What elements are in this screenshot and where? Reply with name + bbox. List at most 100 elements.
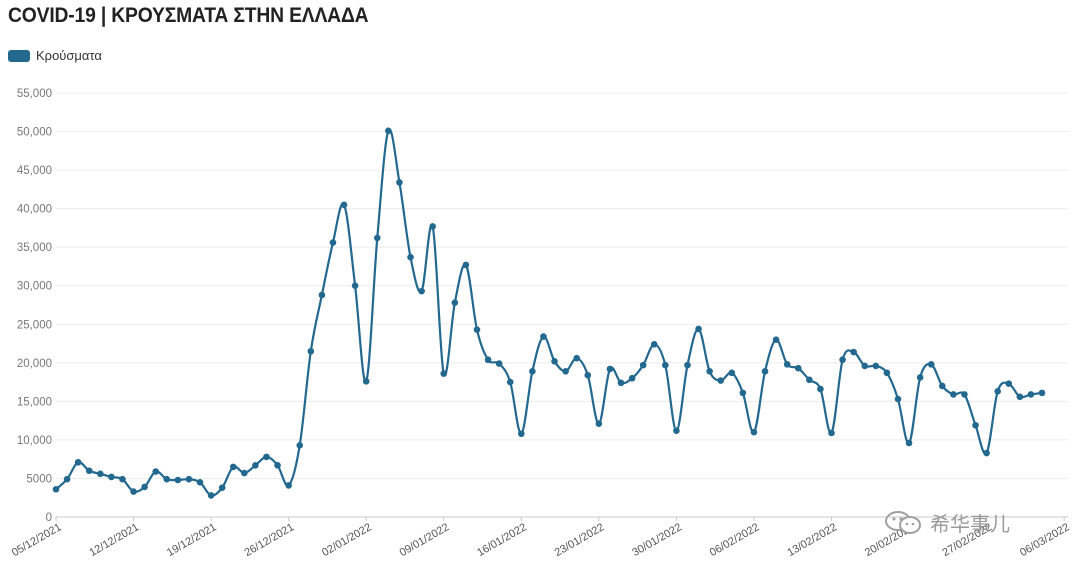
data-point: [506, 378, 514, 386]
y-tick-label: 55,000: [17, 88, 52, 100]
data-point: [828, 429, 835, 437]
data-point: [495, 360, 503, 367]
data-point: [163, 475, 171, 483]
x-tick-label: 09/01/2022: [398, 521, 452, 559]
data-point: [152, 468, 160, 475]
data-point: [905, 439, 913, 447]
data-point: [218, 484, 226, 492]
x-tick-label: 05/12/2021: [10, 521, 64, 559]
data-point: [639, 361, 647, 369]
data-point: [717, 377, 725, 384]
data-point: [473, 326, 481, 333]
wechat-icon: [885, 510, 921, 534]
data-point: [983, 449, 990, 457]
data-point: [562, 367, 569, 375]
x-tick-label: 12/12/2021: [87, 521, 141, 559]
data-point: [662, 361, 669, 369]
gridlines: [56, 92, 1068, 518]
x-tick-label: 06/02/2022: [708, 521, 762, 559]
data-point: [606, 365, 614, 373]
data-point: [63, 475, 71, 483]
data-point: [961, 391, 968, 398]
data-point: [418, 287, 425, 295]
data-point: [839, 356, 846, 364]
data-point: [119, 475, 126, 483]
data-point: [628, 374, 636, 382]
y-tick-label: 40,000: [17, 204, 52, 216]
legend[interactable]: Κρούσματα: [8, 48, 102, 63]
data-point: [385, 127, 392, 135]
data-point: [994, 388, 1001, 395]
data-point: [739, 389, 747, 397]
data-point: [551, 357, 558, 365]
data-point: [927, 361, 935, 368]
data-point: [1027, 391, 1035, 398]
data-point: [108, 473, 115, 481]
data-point: [429, 223, 436, 230]
data-point: [407, 253, 414, 261]
y-tick-label: 30,000: [17, 281, 52, 293]
data-point: [806, 376, 813, 384]
data-point: [728, 369, 736, 377]
data-point: [673, 427, 680, 434]
data-point: [97, 470, 104, 478]
data-point: [462, 261, 470, 269]
data-point: [484, 356, 492, 364]
data-point: [684, 361, 691, 369]
data-point: [761, 367, 769, 375]
y-tick-label: 50,000: [17, 127, 52, 139]
data-point: [329, 239, 337, 246]
series-kroysmata: [52, 127, 1046, 499]
data-point: [440, 370, 448, 377]
data-point: [1005, 380, 1013, 387]
data-point: [529, 367, 536, 375]
y-tick-label: 45,000: [17, 165, 52, 177]
x-tick-label: 19/12/2021: [165, 521, 219, 559]
data-point: [396, 179, 403, 186]
data-point: [74, 458, 82, 466]
data-point: [894, 395, 902, 403]
data-point: [783, 361, 791, 368]
data-point: [540, 333, 547, 340]
watermark: 希华事儿: [884, 508, 1010, 537]
data-point: [1038, 389, 1046, 397]
x-tick-label: 26/12/2021: [242, 521, 296, 559]
data-point: [972, 421, 979, 429]
data-point: [916, 374, 924, 381]
data-point: [695, 325, 702, 333]
data-point: [872, 362, 880, 370]
data-point: [318, 291, 326, 299]
chart-title: COVID-19 | ΚΡΟΥΣΜΑΤΑ ΣΤΗΝ ΕΛΛΑΔΑ: [8, 4, 369, 27]
data-point: [861, 362, 869, 370]
series-line: [55, 128, 1043, 497]
legend-label: Κρούσματα: [36, 48, 102, 63]
y-tick-label: 15,000: [17, 396, 52, 408]
data-point: [1016, 393, 1024, 401]
y-tick-label: 25,000: [17, 319, 52, 331]
data-point: [883, 369, 891, 377]
data-point: [52, 485, 60, 493]
x-tick-label: 13/02/2022: [785, 521, 839, 559]
data-point: [340, 201, 348, 209]
data-point: [850, 348, 857, 356]
data-point: [207, 492, 215, 499]
data-point: [518, 430, 525, 438]
x-tick-label: 30/01/2022: [630, 521, 684, 559]
data-point: [229, 463, 237, 471]
y-tick-label: 20,000: [17, 358, 52, 370]
data-point: [174, 476, 182, 484]
data-point: [130, 488, 137, 495]
data-point: [362, 378, 370, 385]
y-tick-label: 0: [46, 512, 52, 524]
watermark-text: 希华事儿: [930, 514, 1010, 536]
legend-swatch: [8, 49, 30, 62]
data-point: [950, 391, 957, 398]
data-point: [595, 420, 603, 428]
data-point: [241, 469, 248, 477]
data-point: [307, 347, 315, 355]
x-tick-label: 16/01/2022: [475, 521, 529, 559]
data-point: [750, 428, 758, 436]
y-tick-label: 10,000: [17, 435, 52, 447]
y-tick-label: 5000: [26, 473, 52, 485]
